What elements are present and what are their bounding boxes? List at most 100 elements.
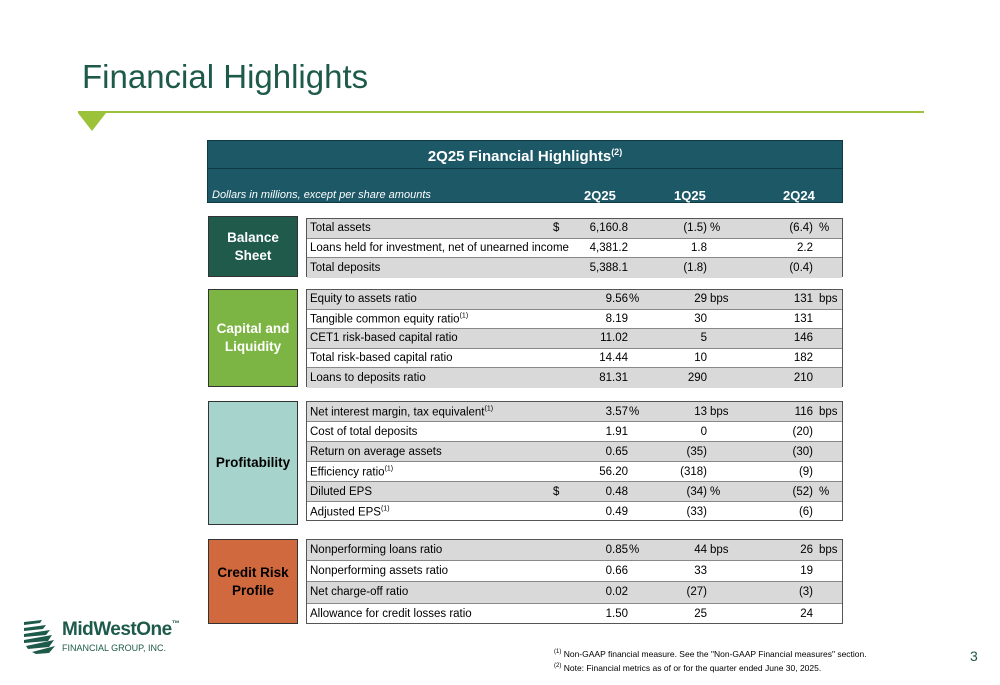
title-rule <box>78 111 924 113</box>
table-row: Equity to assets ratio 9.56% 29 bps 131 bps <box>307 290 842 310</box>
value-2q25: 0.85 <box>605 544 628 557</box>
row-label: Allowance for credit losses ratio <box>310 608 472 620</box>
section-label-profitability: Profitability <box>208 401 298 525</box>
row-label-text: Diluted EPS <box>310 485 373 498</box>
change-2q24: 182 <box>793 352 813 365</box>
row-label-text: Loans to deposits ratio <box>310 372 426 385</box>
change-1q25: 29 <box>694 293 707 306</box>
row-label-text: Total assets <box>310 222 371 235</box>
table-row: Cost of total deposits 1.91 0 (20) <box>307 422 842 442</box>
footnotes: (1) Non-GAAP financial measure. See the … <box>554 646 867 674</box>
unit-2q24: bps <box>819 293 838 306</box>
row-label-text: Total risk-based capital ratio <box>310 352 453 365</box>
value-2q25: 11.02 <box>600 332 628 345</box>
value-2q25: 3.57 <box>605 405 628 418</box>
change-1q25: 1.8 <box>691 242 707 255</box>
change-2q24: (6.4) <box>789 222 813 235</box>
table-row: Loans held for investment, net of unearn… <box>307 239 842 259</box>
change-1q25: 44 <box>694 544 707 557</box>
credit-risk-rows: Nonperforming loans ratio 0.85% 44 bps 26 bps… <box>306 539 843 624</box>
row-label-text: Loans held for investment, net of unearn… <box>310 242 569 255</box>
row-label: Tangible common equity ratio(1) <box>310 312 468 325</box>
table-row: Adjusted EPS(1) 0.49 (33) (6) <box>307 502 842 522</box>
change-vs-label: Change vs. <box>918 171 970 203</box>
row-label: Cost of total deposits <box>310 426 417 438</box>
row-label: Nonperforming assets ratio <box>310 565 448 577</box>
change-1q25: 33 <box>694 565 707 578</box>
table-row: Total deposits 5,388.1 (1.8) (0.4) <box>307 258 842 279</box>
footnote-2: (2) Note: Financial metrics as of or for… <box>554 662 822 673</box>
unit-2q24: % <box>819 485 830 498</box>
change-2q24: 26 <box>800 544 813 557</box>
unit-2q25: % <box>629 544 640 557</box>
change-2q24: (9) <box>798 465 813 478</box>
section-label-balance-sheet: Balance Sheet <box>208 216 298 277</box>
row-label-text: Adjusted EPS <box>310 506 381 519</box>
row-label: Loans held for investment, net of unearn… <box>310 242 569 254</box>
row-label: Net charge-off ratio <box>310 586 408 598</box>
change-2q24: 131 <box>793 312 813 325</box>
footnote-marker: (1) <box>459 312 469 320</box>
value-2q25: 6,160.8 <box>589 222 628 235</box>
change-2q24: (6) <box>798 506 813 518</box>
table-row: Allowance for credit losses ratio 1.50 25 2… <box>307 604 842 625</box>
value-2q25: 14.44 <box>599 352 628 365</box>
change-2q24: 2.2 <box>797 242 813 255</box>
unit-1q25: % <box>710 485 721 498</box>
change-1q25: (1.5) <box>683 222 707 235</box>
table-row: Nonperforming loans ratio 0.85% 44 bps 26 bps <box>307 540 842 562</box>
change-1q25: (34) <box>686 485 707 498</box>
change-2q24: (20) <box>792 425 813 438</box>
unit-2q24: bps <box>819 544 838 557</box>
unit-2q25: % <box>629 405 640 418</box>
value-2q25: 56.20 <box>599 465 628 478</box>
page-title: Financial Highlights <box>82 58 369 95</box>
table-row: Return on average assets 0.65 (35) (30) <box>307 442 842 462</box>
row-label-text: Nonperforming loans ratio <box>310 544 443 557</box>
change-1q25: (35) <box>686 445 707 458</box>
change-2q24: 19 <box>800 565 813 578</box>
row-label-text: Nonperforming assets ratio <box>310 565 449 578</box>
table-row: Nonperforming assets ratio 0.66 33 19 <box>307 561 842 583</box>
logo-subtitle: FINANCIAL GROUP, INC. <box>62 643 167 653</box>
col-header-2q25: 2Q25 <box>584 188 616 203</box>
table-row: Loans to deposits ratio 81.31 290 210 <box>307 368 842 388</box>
table-header: 2Q25 Financial Highlights(2) Change vs. … <box>207 140 969 203</box>
row-label: Efficiency ratio(1) <box>310 465 393 478</box>
change-2q24: (30) <box>792 445 813 458</box>
capital-liquidity-rows: Equity to assets ratio 9.56% 29 bps 131 bps Ta… <box>306 289 843 388</box>
footnote-marker: (1) <box>380 505 390 513</box>
balance-sheet-rows: Total assets $6,160.8 (1.5)% (6.4)% Loans he… <box>306 218 843 279</box>
table-row: CET1 risk-based capital ratio 11.02 5 146 <box>307 329 842 349</box>
section-label-capital-liquidity: Capital and Liquidity <box>208 289 298 387</box>
title-triangle-icon <box>78 113 106 131</box>
table-row: Total assets $6,160.8 (1.5)% (6.4)% <box>307 219 842 239</box>
change-2q24: (52) <box>792 485 813 498</box>
change-2q24: 24 <box>800 608 813 621</box>
change-2q24: (3) <box>798 586 813 599</box>
row-label: Total assets <box>310 222 371 234</box>
row-label-text: Efficiency ratio <box>310 465 385 478</box>
footnote-marker: (1) <box>384 465 394 473</box>
change-1q25: 30 <box>694 312 707 325</box>
row-label-text: Cost of total deposits <box>310 425 418 438</box>
logo-name: MidWestOne™ <box>62 619 180 640</box>
unit-2q25: % <box>629 293 640 306</box>
value-2q25: 0.49 <box>605 506 628 518</box>
table-title: 2Q25 Financial Highlights(2) <box>427 147 623 165</box>
page-number: 3 <box>970 648 978 664</box>
value-2q25: 8.19 <box>605 312 628 325</box>
change-1q25: (318) <box>680 465 707 478</box>
unit-2q24: % <box>819 222 830 235</box>
row-label: Total deposits <box>310 262 380 274</box>
table-row: Net interest margin, tax equivalent(1) 3.… <box>307 402 842 422</box>
change-2q24: 146 <box>793 332 813 345</box>
row-label-text: Net interest margin, tax equivalent <box>310 405 485 418</box>
row-label: Total risk-based capital ratio <box>310 352 453 364</box>
value-2q25: 81.31 <box>599 372 628 385</box>
change-1q25: 25 <box>694 608 707 621</box>
row-label: Nonperforming loans ratio <box>310 544 442 556</box>
value-2q25: 0.65 <box>605 445 628 458</box>
unit-1q25: % <box>710 222 721 235</box>
row-label: CET1 risk-based capital ratio <box>310 332 458 344</box>
